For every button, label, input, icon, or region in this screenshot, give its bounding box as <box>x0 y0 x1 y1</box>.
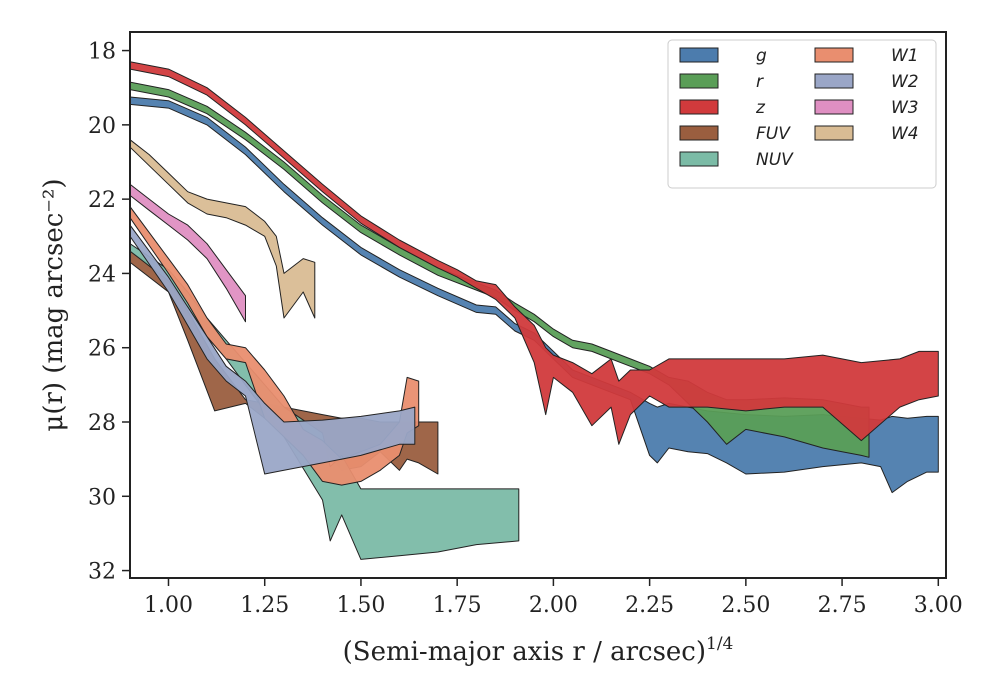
legend-swatch-w4 <box>814 125 854 141</box>
x-tick-label: 2.25 <box>625 593 674 618</box>
legend-label-w4: W4 <box>891 124 919 144</box>
band-w4 <box>130 139 316 319</box>
legend-swatch-r <box>679 73 719 89</box>
series-bands <box>130 61 939 560</box>
legend-box <box>667 39 937 189</box>
x-tick-label: 1.00 <box>144 593 193 618</box>
legend-swatch-w3 <box>814 99 854 115</box>
x-tick-label: 1.50 <box>336 593 385 618</box>
y-tick-label: 26 <box>88 337 116 362</box>
y-axis-title: μ(r) (mag arcsec⁻²) <box>39 178 69 431</box>
legend-swatch-z <box>679 99 719 115</box>
legend-label-w3: W3 <box>891 98 919 118</box>
legend-label-g: g <box>756 46 767 66</box>
y-tick-label: 30 <box>88 485 116 510</box>
x-tick-label: 1.25 <box>240 593 289 618</box>
y-axis-ticks: 18 20 22 24 26 28 30 32 <box>88 40 130 585</box>
band-z <box>130 61 939 445</box>
plot-frame <box>129 31 947 579</box>
y-tick-label: 28 <box>88 411 116 436</box>
legend-label-r: r <box>756 72 764 92</box>
y-tick-label: 32 <box>88 560 116 585</box>
legend-swatch-w2 <box>814 73 854 89</box>
legend-label-fuv: FUV <box>756 124 791 144</box>
x-axis-ticks: 1.00 1.25 1.50 1.75 2.00 2.25 2.50 2.75 3.00 <box>144 578 963 618</box>
x-tick-label: 2.00 <box>529 593 578 618</box>
x-tick-label: 1.75 <box>433 593 482 618</box>
band-w3 <box>130 183 246 323</box>
y-tick-label: 24 <box>88 262 116 287</box>
y-tick-label: 20 <box>88 114 116 139</box>
y-tick-label: 22 <box>88 188 116 213</box>
legend-label-w2: W2 <box>891 72 919 92</box>
legend-label-nuv: NUV <box>756 150 794 170</box>
legend: grz FUV NUV W1 W2 W3 W4 <box>667 39 937 189</box>
band-w1 <box>130 206 420 486</box>
x-tick-label: 2.75 <box>818 593 867 618</box>
x-axis-title: (Semi-major axis r / arcsec)1/4 <box>343 634 734 667</box>
legend-swatch-nuv <box>679 151 719 167</box>
legend-label-z: z <box>755 98 766 118</box>
legend-swatch-w1 <box>814 47 854 63</box>
legend-label-w1: W1 <box>891 46 919 66</box>
x-tick-label: 3.00 <box>914 593 963 618</box>
band-w2 <box>130 224 416 475</box>
legend-swatch-fuv <box>679 125 719 141</box>
x-tick-label: 2.50 <box>721 593 770 618</box>
legend-swatch-g <box>679 47 719 63</box>
y-tick-label: 18 <box>88 40 116 65</box>
